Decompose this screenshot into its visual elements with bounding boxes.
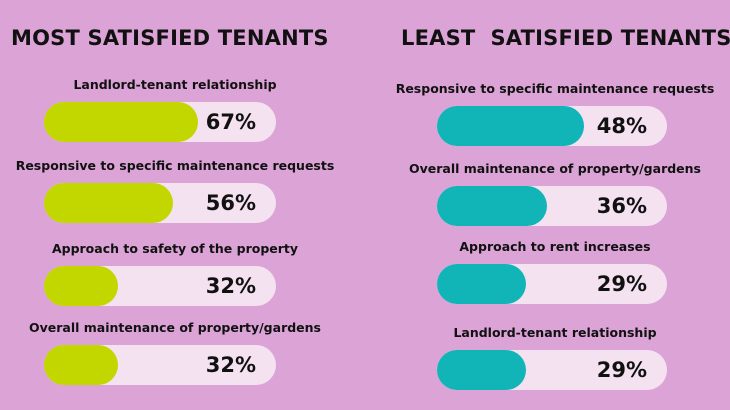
category-label: Approach to rent increases — [459, 239, 651, 254]
value-label: 32% — [205, 353, 256, 377]
bar-track: 67% — [44, 102, 276, 142]
category-label: Overall maintenance of property/gardens — [408, 161, 701, 176]
category-label: Responsive to specific maintenance reque… — [15, 158, 335, 173]
most-satisfied-title: MOST SATISFIED TENANTS — [11, 26, 329, 50]
bar-fill — [44, 183, 173, 223]
bar-track: 29% — [437, 350, 667, 390]
value-label: 29% — [596, 358, 647, 382]
bar-fill — [437, 350, 526, 390]
value-label: 29% — [596, 272, 647, 296]
bar-fill — [437, 186, 548, 226]
bar-track: 48% — [437, 106, 667, 146]
bar-track: 32% — [44, 345, 276, 385]
category-label: Responsive to specific maintenance reque… — [395, 81, 715, 96]
bar-fill — [44, 102, 199, 142]
value-label: 56% — [205, 191, 256, 215]
bar-track: 56% — [44, 183, 276, 223]
bar-fill — [437, 264, 526, 304]
least-satisfied-panel: LEAST SATISFIED TENANTS Responsive to sp… — [380, 0, 730, 410]
category-label: Approach to safety of the property — [51, 241, 299, 256]
category-label: Landlord-tenant relationship — [73, 77, 277, 92]
category-label: Overall maintenance of property/gardens — [28, 320, 321, 335]
bar-fill — [44, 266, 118, 306]
most-satisfied-panel: MOST SATISFIED TENANTS Landlord-tenant r… — [0, 0, 350, 410]
value-label: 32% — [205, 274, 256, 298]
bar-track: 32% — [44, 266, 276, 306]
bar-track: 36% — [437, 186, 667, 226]
value-label: 67% — [205, 110, 256, 134]
least-satisfied-title: LEAST SATISFIED TENANTS — [401, 26, 730, 50]
value-label: 48% — [596, 114, 647, 138]
category-label: Landlord-tenant relationship — [453, 325, 657, 340]
bar-fill — [44, 345, 118, 385]
bar-fill — [437, 106, 584, 146]
bar-track: 29% — [437, 264, 667, 304]
value-label: 36% — [596, 194, 647, 218]
